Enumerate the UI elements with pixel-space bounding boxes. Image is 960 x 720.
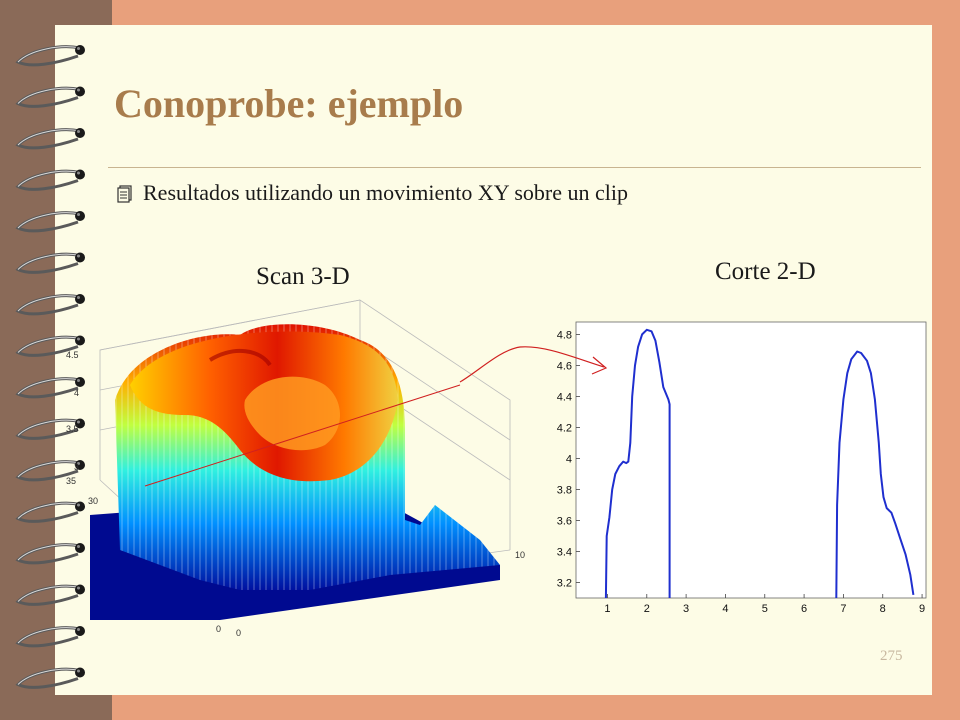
surface-ridge [208, 348, 272, 367]
binding-ring [15, 335, 85, 357]
bullet-text: Resultados utilizando un movimiento XY s… [143, 180, 628, 205]
profile-line-1 [604, 328, 671, 599]
binding-ring [15, 626, 85, 648]
z-tick-label: 3.5 [66, 424, 79, 434]
section-2d-chart: 1 2 3 4 5 6 7 8 9 3.2 3.4 3.6 3.8 4 4.2 4.4 4.6 4.8 [557, 321, 927, 615]
y-tick-label: 4.4 [557, 391, 572, 403]
page-number: 275 [880, 648, 903, 664]
binding-ring [15, 501, 85, 523]
binding-ring [15, 667, 85, 689]
y-tick-label: 3.2 [557, 577, 572, 589]
binding-ring [15, 460, 85, 482]
x-tick-label: 8 [880, 603, 886, 615]
binding-ring [15, 294, 85, 316]
z-tick-label: 4.5 [66, 350, 79, 360]
x-tick-label: 9 [919, 603, 925, 615]
x-tick-label: 7 [840, 603, 846, 615]
binding-ring [15, 211, 85, 233]
binding-ring [15, 169, 85, 191]
scan-3d-label: Scan 3-D [256, 263, 350, 290]
surface-3d-plot: 4.5 4 3.5 3 35 30 10 0 0 [66, 299, 525, 638]
x-tick-label: 2 [644, 603, 650, 615]
binding-ring [15, 252, 85, 274]
x-tick-label: 4 [722, 603, 728, 615]
binding-ring [15, 584, 85, 606]
y-tick-label: 3.4 [557, 546, 572, 558]
slide-title: Conoprobe: ejemplo [114, 81, 464, 126]
z-tick-label: 4 [74, 388, 79, 398]
notepad-bullet-icon [117, 185, 132, 203]
binding-ring [15, 418, 85, 440]
binding-ring [15, 45, 85, 67]
y-tick-label: 4.2 [557, 422, 572, 434]
binding-ring [15, 543, 85, 565]
y-tick-label: 4.6 [557, 360, 572, 372]
binding-ring [15, 377, 85, 399]
x-tick-label: 10 [515, 550, 525, 560]
bottom-tick-label: 0 [216, 624, 221, 634]
bottom-tick-label: 0 [236, 628, 241, 638]
title-divider [108, 167, 921, 168]
y-tick-label: 35 [66, 476, 76, 486]
y-tick-label: 4.8 [557, 329, 572, 341]
corte-2d-label: Corte 2-D [715, 258, 816, 285]
profile-line-2 [835, 350, 915, 599]
section-line [144, 384, 461, 487]
x-tick-label: 6 [801, 603, 807, 615]
x-tick-label: 1 [604, 603, 610, 615]
spiral-binding [15, 45, 85, 689]
y-tick-label: 3.6 [557, 515, 572, 527]
x-tick-label: 5 [762, 603, 768, 615]
z-tick-label: 3 [74, 462, 79, 472]
y-tick-label: 30 [88, 496, 98, 506]
y-tick-label: 3.8 [557, 484, 572, 496]
surface-ring-inner [244, 376, 340, 451]
binding-ring [15, 86, 85, 108]
x-tick-label: 3 [683, 603, 689, 615]
y-tick-label: 4 [566, 453, 572, 465]
binding-ring [15, 128, 85, 150]
